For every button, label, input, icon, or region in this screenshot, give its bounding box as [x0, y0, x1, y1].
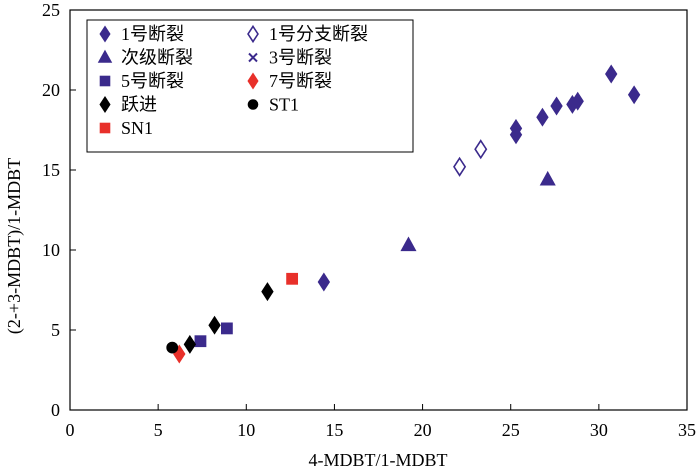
x-tick-label: 15: [325, 420, 343, 440]
y-tick-label: 25: [42, 0, 60, 20]
legend-marker: [97, 49, 113, 63]
legend-marker: [247, 99, 259, 110]
legend-label: SN1: [121, 118, 153, 138]
legend-label: 跃进: [121, 95, 157, 115]
data-point: [400, 236, 417, 252]
x-axis-label: 4-MDBT/1-MDBT: [309, 450, 448, 470]
y-axis-label: (2-+3-MDBT)/1-MDBT: [4, 158, 25, 334]
legend-marker: [99, 75, 111, 87]
data-point: [220, 322, 233, 335]
data-point: [571, 91, 584, 111]
data-point: [286, 272, 299, 285]
legend-label: 1号断裂: [121, 24, 184, 44]
x-tick-label: 0: [66, 420, 75, 440]
legend-label: 3号断裂: [269, 48, 332, 68]
data-point: [539, 170, 556, 186]
data-point: [166, 341, 179, 354]
data-point: [453, 156, 467, 177]
data-point: [317, 272, 331, 292]
plot-frame: [69, 9, 688, 411]
legend-marker: [248, 52, 258, 63]
data-point: [605, 64, 618, 84]
y-tick-label: 15: [42, 160, 60, 180]
legend-label: 7号断裂: [269, 71, 332, 91]
data-point: [550, 96, 563, 116]
data-point: [208, 315, 221, 335]
legend-label: 次级断裂: [121, 48, 193, 68]
data-point: [627, 85, 641, 105]
legend-marker: [99, 25, 111, 43]
legend-marker: [247, 24, 259, 44]
data-point: [183, 334, 197, 354]
data-point: [509, 118, 523, 138]
legend-marker: [99, 95, 111, 114]
legend-label: 5号断裂: [121, 71, 184, 91]
y-tick-label: 20: [42, 80, 60, 100]
y-tick-label: 10: [42, 240, 60, 260]
data-point: [474, 139, 488, 160]
legend-marker: [99, 122, 111, 134]
y-tick-label: 5: [51, 320, 60, 340]
y-tick-label: 0: [51, 400, 60, 420]
legend-box: [86, 19, 414, 153]
x-tick-label: 25: [502, 420, 520, 440]
x-tick-label: 10: [237, 420, 255, 440]
legend-marker: [247, 72, 259, 90]
legend-label: ST1: [269, 95, 299, 115]
data-point: [536, 107, 549, 127]
x-tick-label: 20: [414, 420, 432, 440]
data-point: [261, 282, 274, 302]
data-point: [194, 335, 207, 348]
x-tick-label: 30: [590, 420, 608, 440]
legend-label: 1号分支断裂: [269, 24, 368, 44]
x-tick-label: 5: [154, 420, 163, 440]
x-tick-label: 35: [678, 420, 696, 440]
